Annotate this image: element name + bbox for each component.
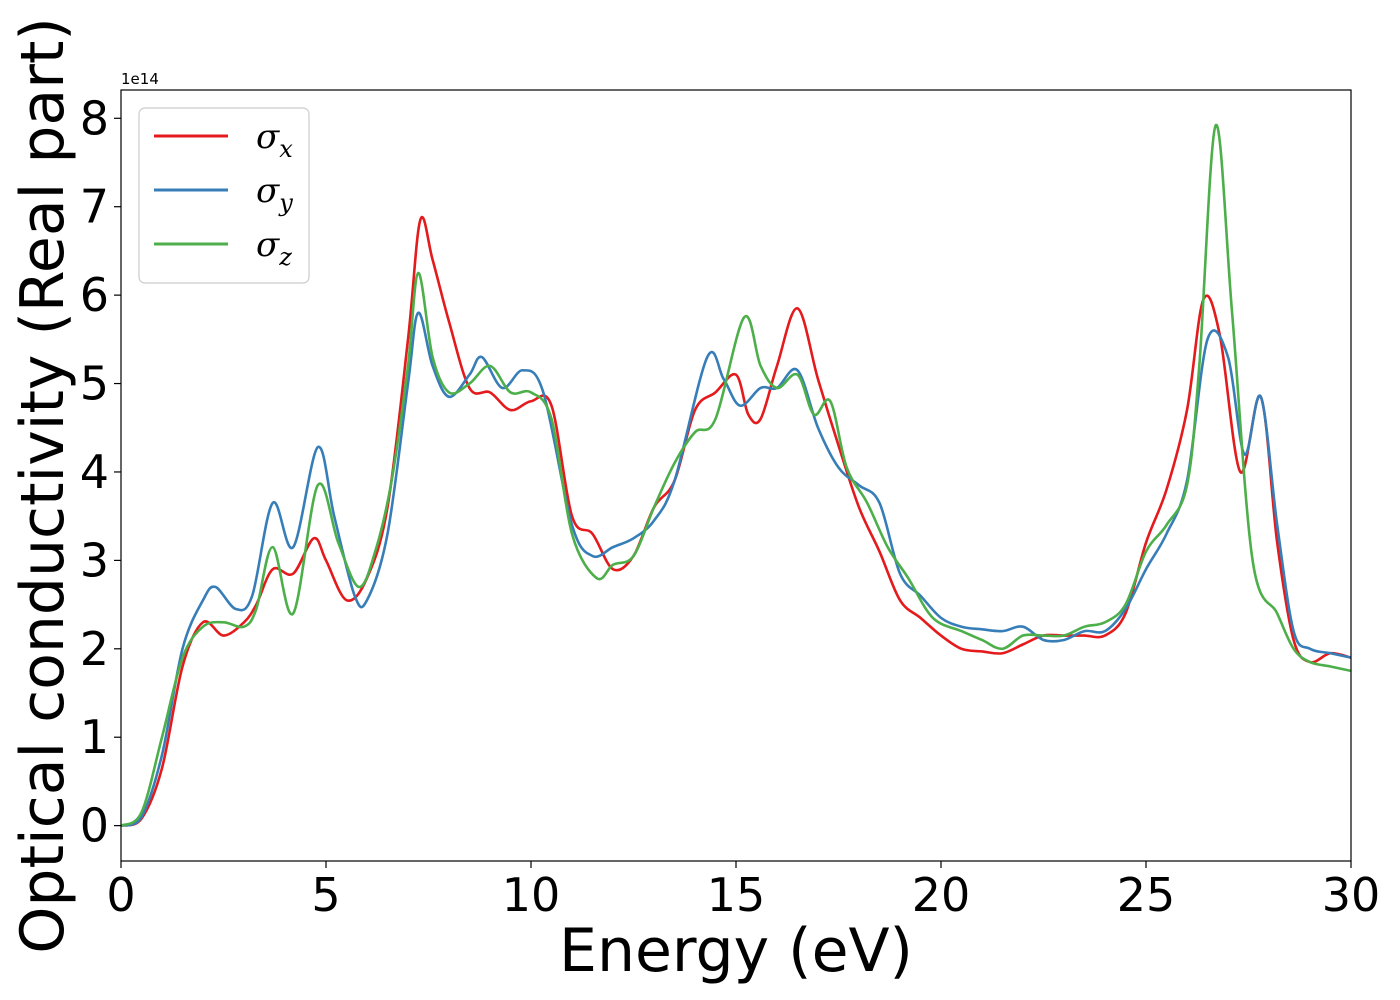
- y-axis-ticks: 0 1 2 3 4 5 6 7 8: [80, 91, 121, 853]
- legend-label-z: σz: [256, 225, 292, 271]
- x-tick-label: 20: [912, 868, 971, 922]
- y-tick-label: 4: [80, 445, 109, 499]
- y-offset-label: 1e14: [121, 70, 159, 88]
- x-tick-label: 0: [106, 868, 135, 922]
- x-tick-label: 10: [502, 868, 561, 922]
- y-tick-label: 5: [80, 357, 109, 411]
- x-tick-label: 5: [311, 868, 340, 922]
- x-axis-ticks: 0 5 10 15 20 25 30: [106, 861, 1380, 922]
- y-tick-label: 0: [80, 799, 109, 853]
- series-line-z: [121, 124, 1351, 827]
- x-axis-title: Energy (eV): [559, 916, 913, 986]
- legend-label-y: σy: [256, 171, 293, 217]
- y-tick-label: 6: [80, 268, 109, 322]
- legend-label-base: σ: [256, 171, 280, 211]
- y-tick-label: 3: [80, 533, 109, 587]
- legend-label-subscript: z: [278, 243, 292, 271]
- legend-label-base: σ: [256, 117, 280, 157]
- legend-label-base: σ: [256, 225, 280, 265]
- y-tick-label: 2: [80, 622, 109, 676]
- legend-label-x: σx: [256, 117, 293, 163]
- y-axis-title: Optical conductivity (Real part): [8, 17, 78, 954]
- y-tick-label: 8: [80, 91, 109, 145]
- legend-label-subscript: y: [278, 189, 293, 217]
- series-line-x: [121, 215, 1351, 827]
- series-layer: [121, 124, 1351, 827]
- x-tick-label: 15: [707, 868, 766, 922]
- x-tick-label: 30: [1322, 868, 1381, 922]
- x-tick-label: 25: [1117, 868, 1176, 922]
- legend-label-subscript: x: [279, 135, 293, 163]
- legend-box: [138, 107, 310, 284]
- series-line-y: [121, 311, 1351, 827]
- y-tick-label: 1: [80, 710, 109, 764]
- y-tick-label: 7: [80, 180, 109, 234]
